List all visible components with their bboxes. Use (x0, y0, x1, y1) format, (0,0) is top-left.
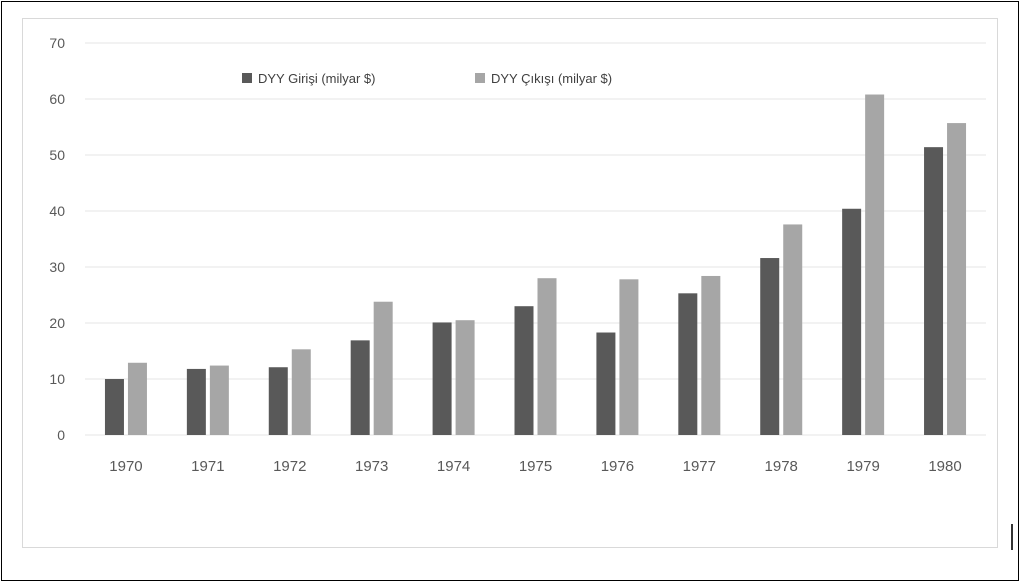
bar-outflow (865, 94, 885, 436)
x-tick-label: 1979 (846, 458, 879, 475)
y-tick-label: 0 (57, 427, 65, 443)
y-tick-label: 10 (49, 371, 65, 387)
legend-swatch-inflow (242, 73, 252, 83)
bar-outflow (291, 349, 311, 435)
bar-outflow (455, 320, 475, 435)
x-tick-label: 1975 (519, 458, 552, 475)
bar-inflow (596, 332, 616, 435)
x-tick-label: 1974 (437, 458, 470, 475)
gridlines (85, 42, 986, 436)
y-tick-label: 60 (49, 91, 65, 107)
bar-inflow (760, 258, 780, 435)
y-axis-ticks: 0 10 20 30 40 50 60 70 (49, 35, 65, 443)
chart-panel (22, 18, 998, 548)
x-tick-label: 1970 (109, 458, 142, 475)
edge-mark (1011, 524, 1013, 550)
x-tick-label: 1976 (601, 458, 634, 475)
bar-outflow (537, 278, 557, 435)
legend: DYY Girişi (milyar $) DYY Çıkışı (milyar… (242, 71, 612, 86)
x-axis-ticks: 1970 1971 1972 1973 1974 1975 1976 1977 1978 1979… (109, 458, 961, 475)
bar-outflow (209, 365, 229, 435)
x-tick-label: 1980 (928, 458, 961, 475)
bar-inflow (432, 322, 452, 435)
x-tick-label: 1973 (355, 458, 388, 475)
legend-label-outflow: DYY Çıkışı (milyar $) (491, 71, 612, 86)
bar-outflow (619, 279, 639, 435)
y-tick-label: 70 (49, 35, 65, 51)
bar-inflow (268, 367, 288, 435)
bar-outflow (701, 275, 721, 435)
bar-inflow (924, 147, 944, 435)
bar-outflow (783, 224, 803, 435)
bar-inflow (104, 379, 124, 435)
y-tick-label: 50 (49, 147, 65, 163)
x-tick-label: 1978 (765, 458, 798, 475)
legend-swatch-outflow (475, 73, 485, 83)
bar-inflow (350, 340, 370, 435)
x-tick-label: 1972 (273, 458, 306, 475)
bar-inflow (842, 208, 862, 435)
bar-inflow (186, 368, 206, 435)
bars (104, 94, 967, 436)
y-tick-label: 40 (49, 203, 65, 219)
x-tick-label: 1977 (683, 458, 716, 475)
bar-inflow (678, 293, 698, 435)
bar-inflow (514, 306, 534, 435)
legend-label-inflow: DYY Girişi (milyar $) (258, 71, 376, 86)
bar-outflow (947, 123, 967, 435)
bar-outflow (373, 301, 393, 435)
y-tick-label: 30 (49, 259, 65, 275)
y-tick-label: 20 (49, 315, 65, 331)
x-tick-label: 1971 (191, 458, 224, 475)
bar-outflow (127, 362, 147, 435)
